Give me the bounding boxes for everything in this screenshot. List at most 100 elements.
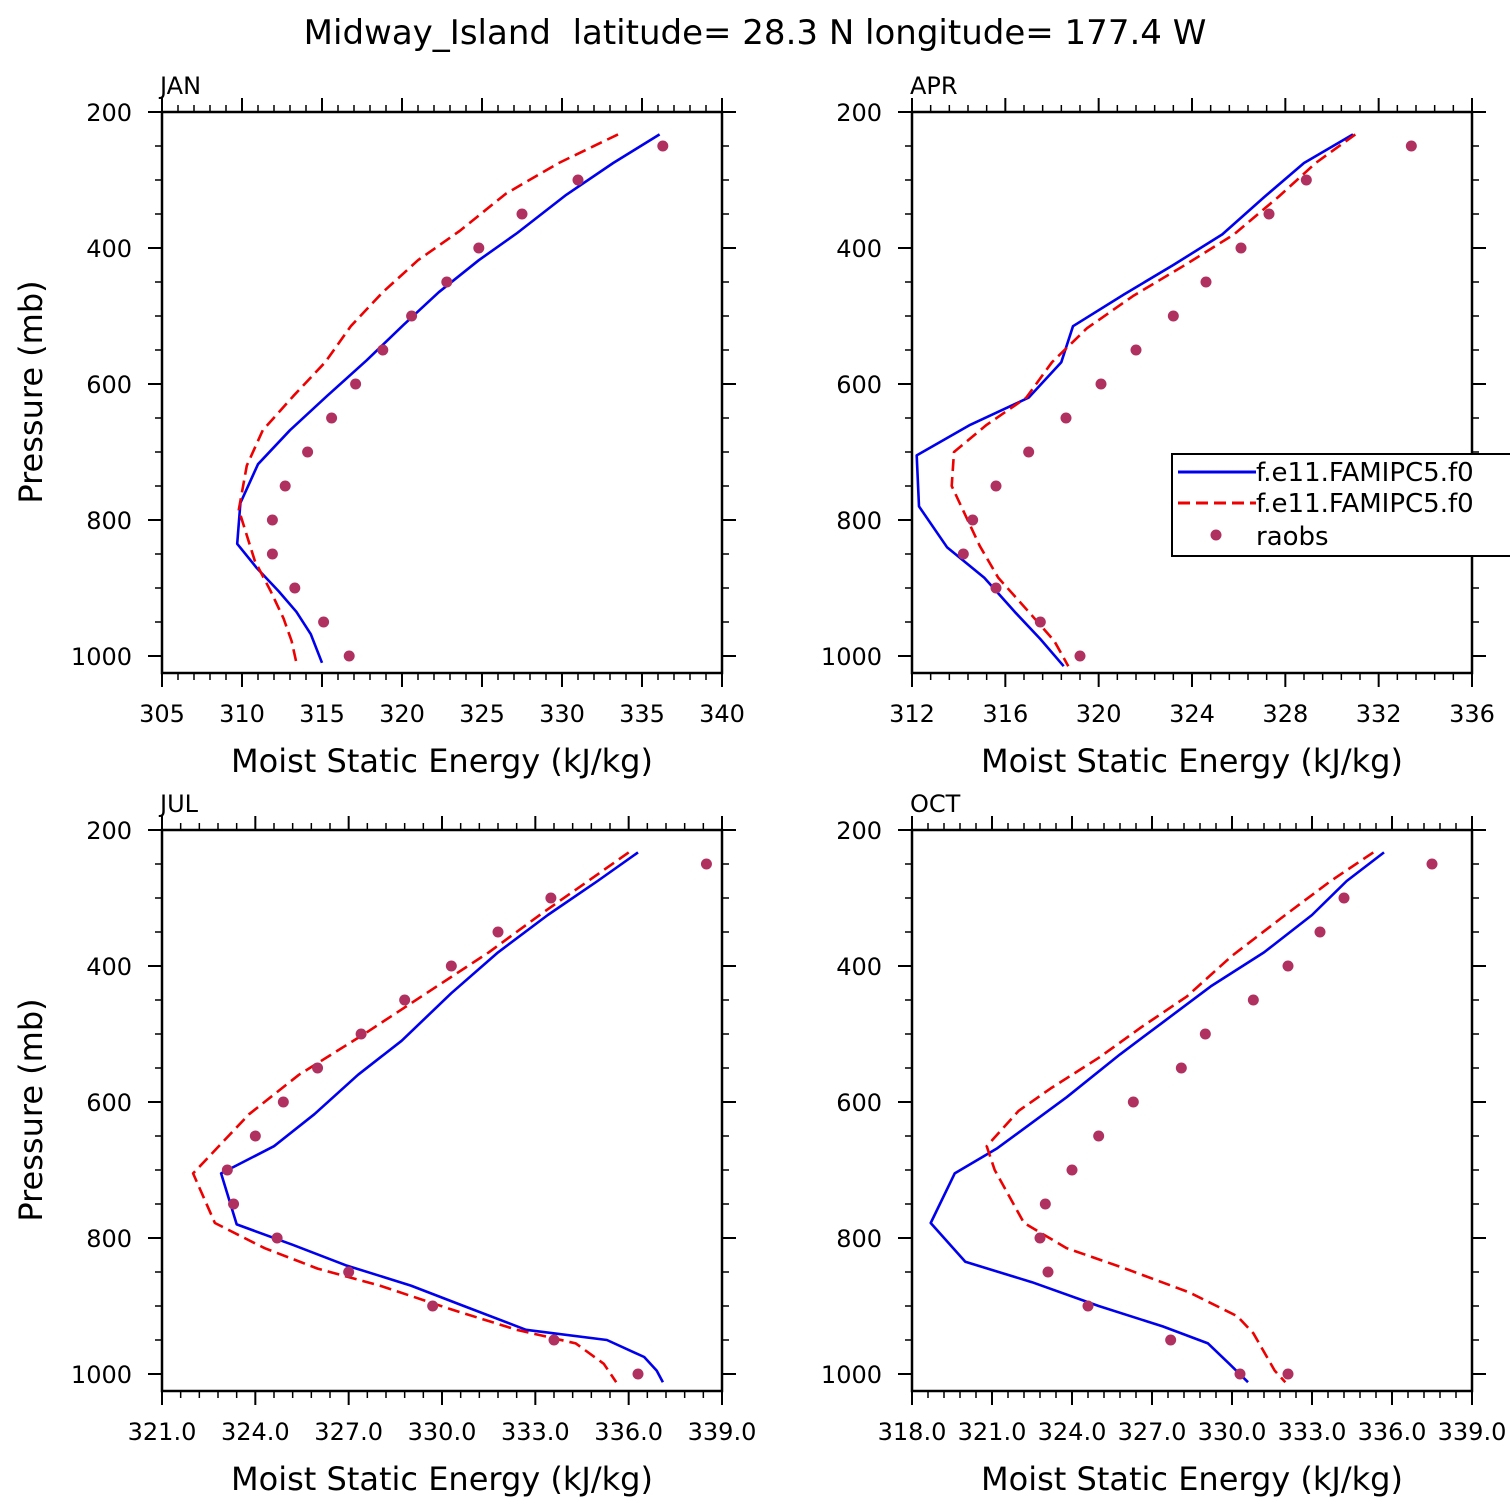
- y-tick-label-oct: 400: [836, 953, 882, 981]
- y-tick-label-jul: 1000: [71, 1361, 132, 1389]
- raobs-point-oct: [1042, 1266, 1054, 1278]
- y-tick-label-oct: 1000: [821, 1361, 882, 1389]
- x-tick-label-jan: 330: [539, 700, 585, 728]
- y-tick-label-jan: 400: [86, 235, 132, 263]
- raobs-point-jan: [279, 480, 291, 492]
- raobs-point-apr: [990, 480, 1002, 492]
- raobs-point-oct: [1426, 858, 1438, 870]
- y-tick-label-oct: 600: [836, 1089, 882, 1117]
- y-tick-label-apr: 400: [836, 235, 882, 263]
- x-tick-label-jan: 305: [139, 700, 185, 728]
- raobs-point-apr: [1405, 140, 1417, 152]
- raobs-point-jul: [492, 926, 504, 938]
- raobs-point-oct: [1282, 1368, 1294, 1380]
- raobs-point-jan: [266, 514, 278, 526]
- y-tick-label-jul: 200: [86, 817, 132, 845]
- x-tick-label-jul: 324.0: [221, 1418, 290, 1446]
- x-axis-title-jan: Moist Static Energy (kJ/kg): [231, 742, 653, 780]
- legend-label-raobs: raobs: [1256, 522, 1329, 552]
- raobs-point-apr: [1200, 276, 1212, 288]
- model-2-line-apr: [950, 133, 1357, 667]
- raobs-point-jan: [473, 242, 485, 254]
- raobs-point-oct: [1093, 1130, 1105, 1142]
- x-tick-label-jul: 339.0: [688, 1418, 757, 1446]
- raobs-point-oct: [1034, 1232, 1046, 1244]
- raobs-point-oct: [1199, 1028, 1211, 1040]
- raobs-point-oct: [1282, 960, 1294, 972]
- y-tick-label-jan: 1000: [71, 643, 132, 671]
- x-tick-label-apr: 324: [1169, 700, 1215, 728]
- raobs-point-apr: [1095, 378, 1107, 390]
- x-tick-label-jan: 340: [699, 700, 745, 728]
- x-tick-label-oct: 321.0: [958, 1418, 1027, 1446]
- raobs-point-apr: [1263, 208, 1275, 220]
- x-tick-label-jan: 315: [299, 700, 345, 728]
- raobs-point-jan: [289, 582, 301, 594]
- x-tick-label-oct: 333.0: [1278, 1418, 1347, 1446]
- x-tick-label-apr: 316: [982, 700, 1028, 728]
- y-tick-label-jan: 200: [86, 99, 132, 127]
- x-tick-label-jul: 333.0: [501, 1418, 570, 1446]
- raobs-point-jul: [249, 1130, 261, 1142]
- x-tick-label-oct: 327.0: [1118, 1418, 1187, 1446]
- raobs-point-oct: [1247, 994, 1259, 1006]
- raobs-point-oct: [1082, 1300, 1094, 1312]
- raobs-point-jan: [266, 548, 278, 560]
- raobs-point-jul: [445, 960, 457, 972]
- model-1-line-oct: [929, 851, 1385, 1384]
- plot-frame-oct: [910, 828, 1474, 1393]
- x-tick-label-oct: 318.0: [878, 1418, 947, 1446]
- y-tick-label-oct: 800: [836, 1225, 882, 1253]
- raobs-point-oct: [1039, 1198, 1051, 1210]
- legend-label-model-1: f.e11.FAMIPC5.f0: [1256, 458, 1474, 488]
- x-tick-label-jul: 327.0: [314, 1418, 383, 1446]
- raobs-point-jul: [632, 1368, 644, 1380]
- raobs-point-jul: [343, 1266, 355, 1278]
- raobs-point-oct: [1066, 1164, 1078, 1176]
- raobs-point-jan: [377, 344, 389, 356]
- x-tick-label-oct: 324.0: [1038, 1418, 1107, 1446]
- raobs-point-apr: [957, 548, 969, 560]
- y-tick-label-apr: 1000: [821, 643, 882, 671]
- y-tick-label-apr: 800: [836, 507, 882, 535]
- raobs-point-jan: [657, 140, 669, 152]
- model-1-line-jan: [235, 133, 661, 664]
- panel-label-apr: APR: [910, 72, 958, 100]
- raobs-point-jan: [572, 174, 584, 186]
- model-2-line-jan: [237, 133, 619, 664]
- x-tick-label-oct: 339.0: [1438, 1418, 1507, 1446]
- x-tick-label-oct: 330.0: [1198, 1418, 1267, 1446]
- raobs-point-jan: [302, 446, 314, 458]
- raobs-point-jul: [355, 1028, 367, 1040]
- raobs-point-jul: [228, 1198, 240, 1210]
- raobs-point-apr: [1130, 344, 1142, 356]
- raobs-point-jul: [221, 1164, 233, 1176]
- raobs-point-jul: [545, 892, 557, 904]
- x-tick-label-jul: 330.0: [408, 1418, 477, 1446]
- raobs-point-apr: [1034, 616, 1046, 628]
- y-tick-label-apr: 600: [836, 371, 882, 399]
- x-axis-title-jul: Moist Static Energy (kJ/kg): [231, 1460, 653, 1498]
- plot-frame-jan: [160, 110, 724, 675]
- raobs-point-apr: [1074, 650, 1086, 662]
- y-tick-label-jul: 600: [86, 1089, 132, 1117]
- y-tick-label-jan: 600: [86, 371, 132, 399]
- panel-label-oct: OCT: [910, 790, 961, 818]
- x-tick-label-apr: 336: [1449, 700, 1495, 728]
- y-tick-label-oct: 200: [836, 817, 882, 845]
- raobs-point-oct: [1338, 892, 1350, 904]
- figure-title: Midway_Island latitude= 28.3 N longitude…: [304, 13, 1207, 53]
- raobs-point-apr: [1023, 446, 1035, 458]
- panel-label-jan: JAN: [158, 72, 201, 100]
- raobs-point-oct: [1165, 1334, 1177, 1346]
- legend-marker-raobs: [1210, 529, 1222, 541]
- raobs-point-apr: [967, 514, 979, 526]
- raobs-point-jan: [326, 412, 338, 424]
- raobs-point-apr: [1300, 174, 1312, 186]
- x-tick-label-apr: 332: [1356, 700, 1402, 728]
- panel-oct: OCT Moist Static Energy (kJ/kg) 318.0 321…: [821, 790, 1506, 1498]
- raobs-point-jul: [399, 994, 411, 1006]
- x-tick-label-jul: 336.0: [594, 1418, 663, 1446]
- raobs-point-oct: [1234, 1368, 1246, 1380]
- panel-jul: JUL Moist Static Energy (kJ/kg) Pressure…: [12, 790, 756, 1498]
